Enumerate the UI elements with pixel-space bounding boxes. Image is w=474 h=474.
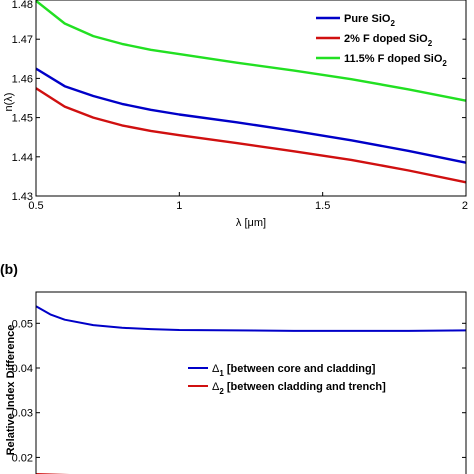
panel-a-y-tick-label: 1.44 [12,152,33,164]
legend-subscript: 1 [219,369,224,378]
panel-a: 1.43 1.44 1.45 1.46 1.47 1.48 0.5 1 1.5 2 n(λ) λ… [3,0,468,229]
panel-a-y-tick-label: 1.46 [12,73,33,85]
panel-b-plot-frame [35,291,467,474]
legend-description: [between core and cladding] [224,363,376,375]
panel-a-x-tick-label: 2 [462,200,468,212]
panel-a-series-line-1 [35,67,467,164]
legend-subscript: 2 [442,59,447,68]
panel-b-y-tick-label: 0.02 [12,452,33,464]
legend-delta-symbol: Δ [212,381,220,393]
panel-a-x-tick-label: 1.5 [315,200,330,212]
legend-description: [between cladding and trench] [224,381,386,393]
panel-a-x-tick-label: 1 [176,200,182,212]
panel-b-y-tick-label: 0.04 [12,363,33,375]
legend-subscript: 2 [390,19,395,28]
panel-b-label: (b) [0,261,18,277]
panel-b-series-line-1 [35,305,467,332]
panel-a-x-tick-label: 0.5 [28,200,43,212]
legend-delta-symbol: Δ [212,363,220,375]
panel-a-y-ticks: 1.43 1.44 1.45 1.46 1.47 1.48 [12,0,466,203]
legend-subscript: 2 [219,387,224,396]
legend-main-text: 2% F doped SiO [344,33,428,45]
panel-a-x-axis-label: λ [μm] [236,217,266,229]
panel-a-plot-frame [35,0,467,197]
panel-b-legend-label-2: Δ2 [between cladding and trench] [212,381,386,396]
panel-a-y-tick-label: 1.43 [12,191,33,203]
panel-a-series-group [35,0,467,184]
panel-b-y-tick-label: 0.03 [12,408,33,420]
panel-b: (b) 0.02 0.03 0.04 0.05 Relative Index Diff… [0,261,467,474]
legend-main-text: Pure SiO [344,13,391,25]
panel-b-legend: Δ1 [between core and cladding]Δ2 [betwee… [188,363,386,396]
panel-a-x-ticks: 0.5 1 1.5 2 [28,192,468,212]
panel-b-legend-label-1: Δ1 [between core and cladding] [212,363,376,378]
panel-a-y-tick-label: 1.47 [12,34,33,46]
panel-b-y-ticks: 0.02 0.03 0.04 0.05 [12,318,466,464]
legend-subscript: 2 [428,39,433,48]
panel-a-legend-label-3: 11.5% F doped SiO2 [344,53,447,68]
panel-b-y-tick-label: 0.05 [12,318,33,330]
panel-a-legend-label-1: Pure SiO2 [344,13,395,28]
panel-a-series-line-2 [35,87,467,184]
panel-a-y-tick-label: 1.45 [12,113,33,125]
panel-b-series-group [35,305,467,474]
panel-a-legend-label-2: 2% F doped SiO2 [344,33,433,48]
panel-a-y-axis-label: n(λ) [3,93,15,112]
panel-a-y-tick-label: 1.48 [12,0,33,11]
panel-a-series-line-3 [35,0,467,102]
legend-main-text: 11.5% F doped SiO [344,53,443,65]
panel-b-y-axis-label: Relative Index Difference [5,325,17,456]
